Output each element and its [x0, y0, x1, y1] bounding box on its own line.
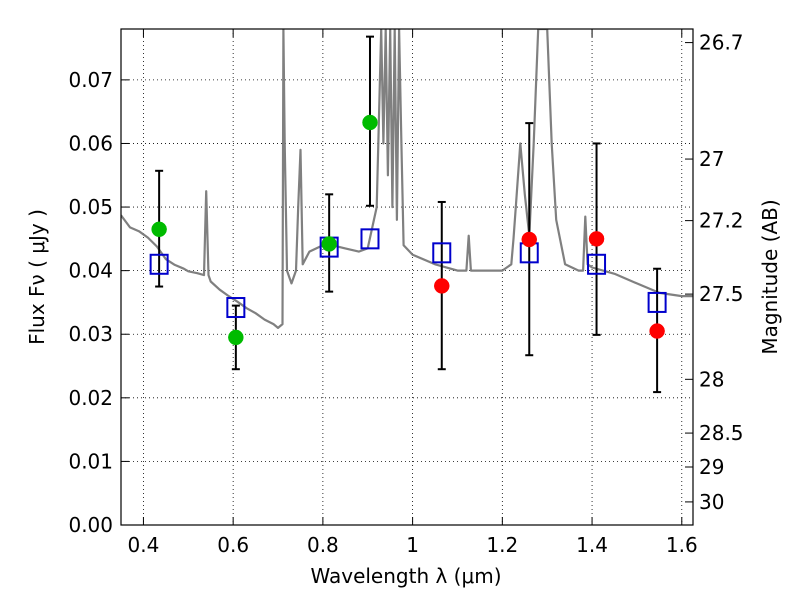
observed-red-point — [521, 231, 538, 248]
x-axis-label: Wavelength λ (μm) — [310, 564, 501, 588]
tick-labels: 0.4 0.6 0.8 1 1.2 1.4 1.6 0.00 0.01 0.02 0.03 0.04 0… — [68, 31, 743, 557]
y-tick-label: 0.07 — [68, 68, 113, 92]
y-axis-label: Flux Fν ( μJy ) — [25, 209, 49, 345]
observed-red-point — [434, 278, 450, 294]
data-layer — [121, 29, 693, 329]
spectrum-line — [121, 29, 693, 329]
model-square-marker — [226, 297, 246, 319]
x-tick-label: 0.4 — [128, 533, 160, 557]
model-square-marker — [360, 228, 380, 250]
y-tick-label: 0.03 — [68, 322, 113, 346]
magnitude-tick-label: 26.7 — [699, 31, 744, 55]
plot-frame — [120, 28, 694, 526]
magnitude-tick-label: 28.5 — [699, 421, 744, 445]
observed-green-point — [362, 114, 378, 131]
magnitude-tick-label: 27 — [699, 147, 724, 171]
y-tick-label: 0.02 — [68, 386, 113, 410]
x-tick-label: 1.4 — [576, 533, 608, 557]
y-tick-label: 0.01 — [68, 449, 113, 473]
y-tick-label: 0.06 — [68, 131, 113, 155]
magnitude-tick-label: 28 — [699, 367, 724, 391]
x-tick-label: 0.8 — [307, 533, 339, 557]
observed-green-point — [321, 236, 337, 252]
plot-background — [121, 29, 693, 525]
observed-red-point — [588, 231, 605, 247]
x-tick-label: 1 — [406, 533, 419, 557]
model-square-marker — [587, 253, 607, 275]
y-tick-label: 0.05 — [68, 195, 113, 219]
x-tick-label: 1.6 — [666, 533, 698, 557]
magnitude-tick-label: 27.5 — [699, 282, 744, 306]
magnitude-axis-label: Magnitude (AB) — [758, 199, 782, 354]
model-square-marker — [149, 253, 169, 275]
magnitude-tick-label: 27.2 — [699, 209, 744, 233]
model-square-marker — [432, 242, 452, 264]
observed-red-point — [649, 323, 665, 339]
x-tick-label: 1.2 — [486, 533, 518, 557]
markers — [149, 114, 667, 346]
observed-green-point — [228, 329, 244, 346]
y-tick-label: 0.00 — [68, 513, 113, 537]
observed-green-point — [151, 221, 167, 238]
x-tick-label: 0.6 — [217, 533, 249, 557]
ticks — [121, 29, 693, 526]
y-tick-label: 0.04 — [68, 259, 113, 283]
magnitude-tick-label: 30 — [699, 490, 724, 514]
model-square-marker — [647, 291, 667, 313]
magnitude-tick-label: 29 — [699, 455, 724, 479]
